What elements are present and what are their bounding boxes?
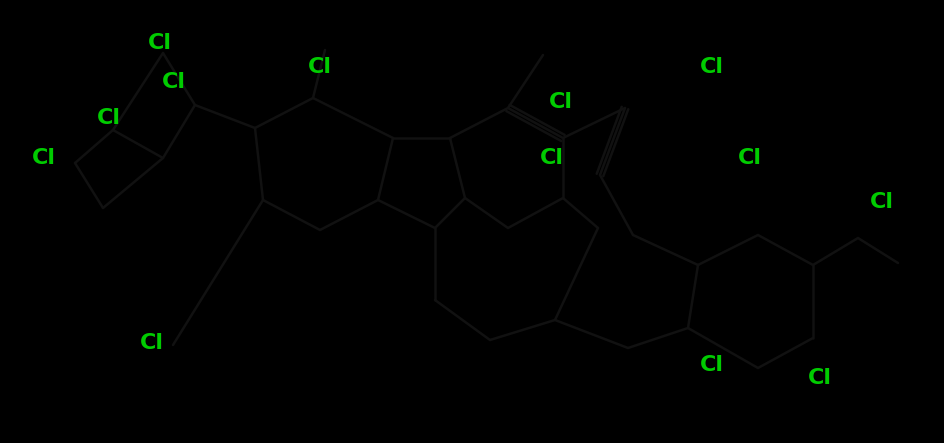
Text: Cl: Cl xyxy=(308,57,332,77)
Text: Cl: Cl xyxy=(540,148,564,168)
Text: Cl: Cl xyxy=(700,57,724,77)
Text: Cl: Cl xyxy=(700,355,724,375)
Text: Cl: Cl xyxy=(32,148,56,168)
Text: Cl: Cl xyxy=(148,33,172,53)
Text: Cl: Cl xyxy=(870,192,894,212)
Text: Cl: Cl xyxy=(808,368,832,388)
Text: Cl: Cl xyxy=(549,92,573,112)
Text: Cl: Cl xyxy=(97,108,121,128)
Text: Cl: Cl xyxy=(140,333,164,353)
Text: Cl: Cl xyxy=(162,72,186,92)
Text: Cl: Cl xyxy=(738,148,762,168)
